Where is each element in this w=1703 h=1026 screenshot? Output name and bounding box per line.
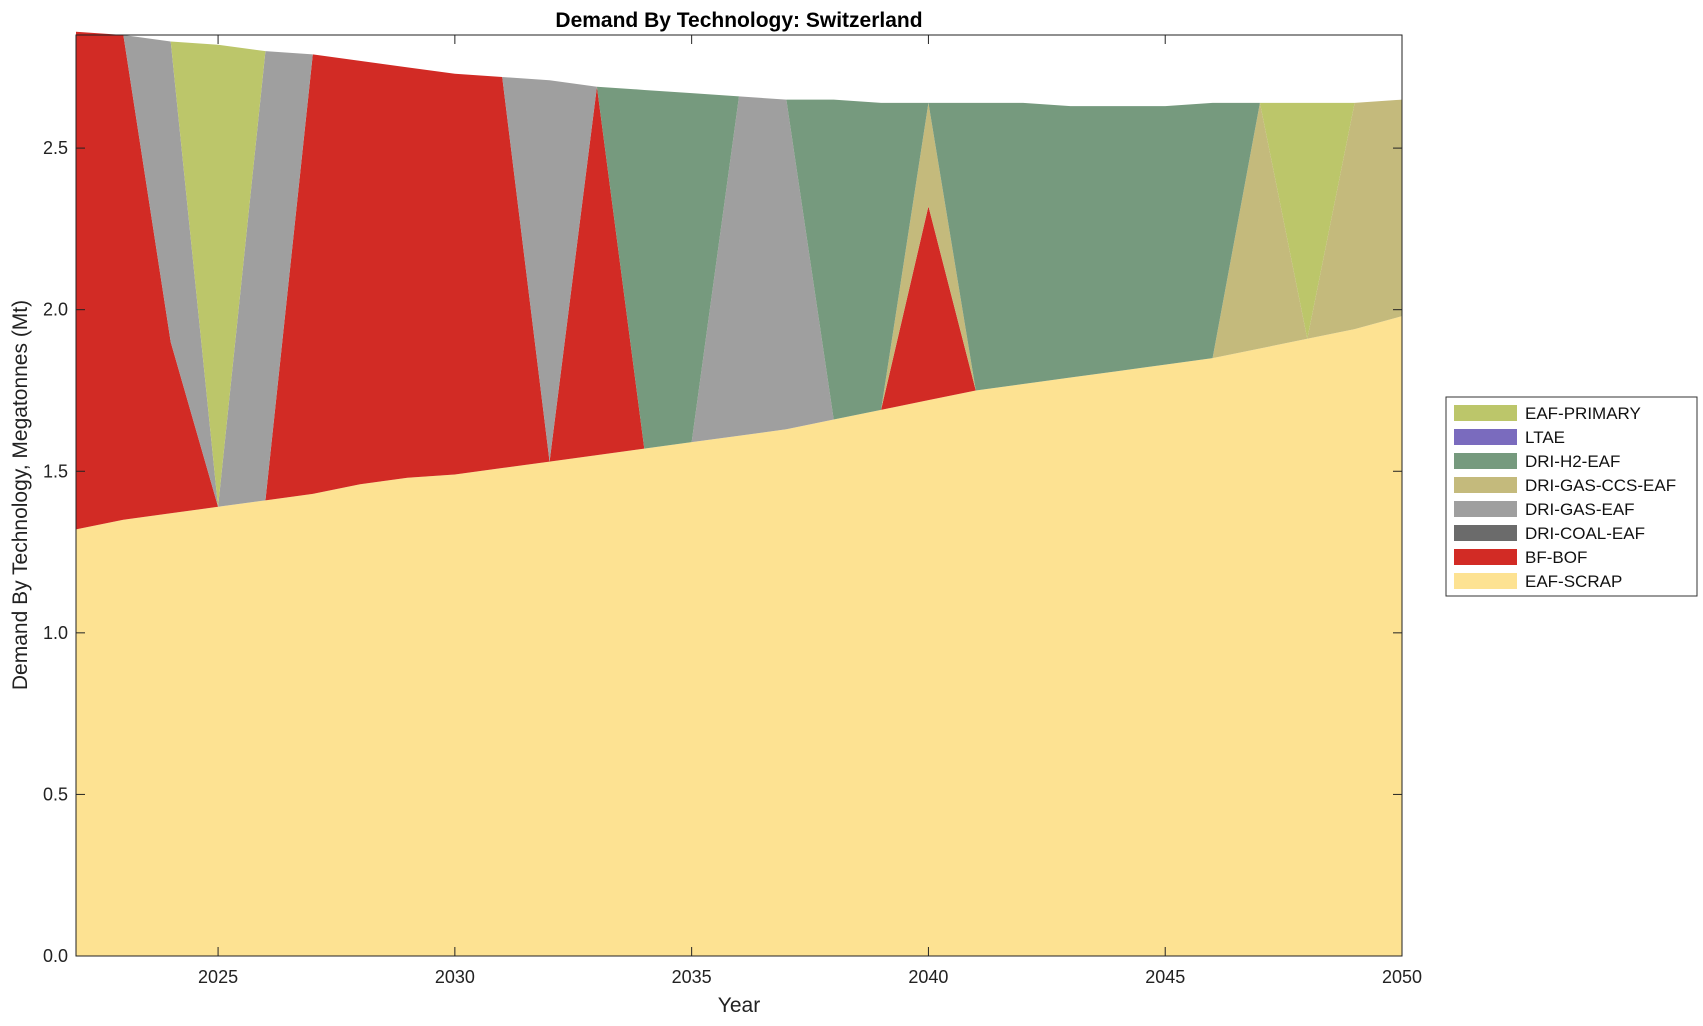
x-axis-label: Year — [718, 994, 760, 1017]
plot-frame — [75, 34, 1403, 957]
x-tick-label: 2030 — [435, 967, 475, 987]
area-dri-gas-eaf — [76, 31, 1402, 507]
x-tick-label: 2050 — [1382, 967, 1422, 987]
area-eaf-primary — [76, 31, 1402, 507]
area-dri-h2-eaf — [76, 31, 1402, 507]
x-tick-label: 2045 — [1145, 967, 1185, 987]
x-axis: 2025 2030 2035 2040 2045 2050 — [198, 35, 1422, 987]
legend-swatch — [1454, 525, 1517, 541]
legend-label: LTAE — [1525, 428, 1565, 447]
legend-label: EAF-SCRAP — [1525, 572, 1622, 591]
area-eaf-scrap — [76, 316, 1402, 956]
legend-label: DRI-GAS-CCS-EAF — [1525, 476, 1676, 495]
area-layers — [76, 31, 1402, 956]
y-tick-label: 0.0 — [43, 946, 68, 966]
legend-swatch — [1454, 405, 1517, 421]
legend-swatch — [1454, 501, 1517, 517]
legend-label: BF-BOF — [1525, 548, 1587, 567]
x-tick-label: 2040 — [908, 967, 948, 987]
legend-swatch — [1454, 429, 1517, 445]
legend-swatch — [1454, 549, 1517, 565]
y-tick-label: 1.0 — [43, 623, 68, 643]
y-tick-label: 0.5 — [43, 784, 68, 804]
y-axis: 0.0 0.5 1.0 1.5 2.0 2.5 — [43, 138, 1402, 966]
legend-label: DRI-GAS-EAF — [1525, 500, 1635, 519]
x-tick-label: 2035 — [672, 967, 712, 987]
area-bf-bof — [76, 31, 1402, 530]
legend-label: DRI-COAL-EAF — [1525, 524, 1645, 543]
x-tick-label: 2025 — [198, 967, 238, 987]
y-tick-label: 2.0 — [43, 300, 68, 320]
legend-label: DRI-H2-EAF — [1525, 452, 1620, 471]
legend-swatch — [1454, 453, 1517, 469]
legend: EAF-PRIMARY LTAE DRI-H2-EAF DRI-GAS-CCS-EAF… — [1445, 396, 1698, 597]
legend-swatch — [1454, 573, 1517, 589]
legend-swatch — [1454, 477, 1517, 493]
legend-label: EAF-PRIMARY — [1525, 404, 1641, 423]
y-axis-label: Demand By Technology, Megatonnes (Mt) — [9, 300, 32, 690]
chart-title: Demand By Technology: Switzerland — [555, 9, 922, 32]
y-tick-label: 1.5 — [43, 461, 68, 481]
y-tick-label: 2.5 — [43, 138, 68, 158]
